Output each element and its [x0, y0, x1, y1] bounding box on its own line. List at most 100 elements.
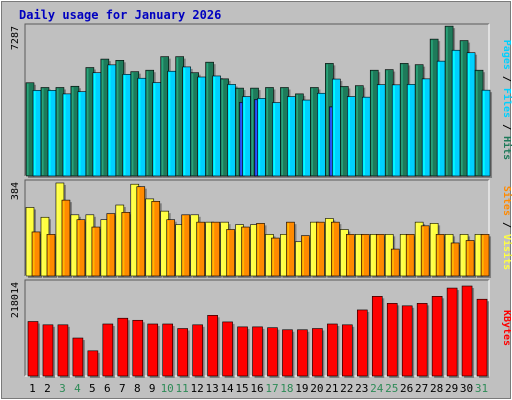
- sites-bar-highlight: [347, 235, 349, 275]
- files-bar-highlight: [348, 97, 350, 175]
- sites-bar: [31, 231, 41, 277]
- x-tick-label: 30: [460, 382, 473, 395]
- files-bar-highlight: [438, 62, 440, 175]
- files-bar-highlight: [213, 76, 216, 175]
- x-tick-label: 31: [475, 382, 488, 395]
- kbytes-bar-highlight: [253, 327, 256, 375]
- sites-bar-highlight: [62, 201, 65, 275]
- kbytes-bar: [476, 298, 488, 377]
- files-bar-highlight: [483, 91, 485, 175]
- x-tick-label: 13: [205, 382, 218, 395]
- sites-bar-highlight: [257, 224, 260, 275]
- x-tick-label: 11: [176, 382, 189, 395]
- hits-bar-highlight: [266, 88, 269, 175]
- visits-bar-highlight: [386, 235, 388, 275]
- sites-bar: [106, 213, 116, 277]
- visits-bar-highlight: [86, 215, 89, 275]
- sites-bar-highlight: [212, 223, 215, 275]
- files-bar-highlight: [423, 79, 425, 175]
- files-bar-highlight: [48, 91, 51, 175]
- legend-sites-visits: Sites / Visits: [501, 186, 512, 270]
- visits-bar-highlight: [461, 235, 463, 275]
- sites-bar: [226, 229, 235, 277]
- legend-sites: Sites: [501, 186, 512, 216]
- visits-bar-highlight: [446, 235, 448, 275]
- x-tick-label: 2: [44, 382, 51, 395]
- files-bar-highlight: [108, 65, 111, 175]
- kbytes-bar: [252, 326, 263, 377]
- x-tick-label: 15: [235, 382, 248, 395]
- sites-bar-highlight: [242, 228, 245, 275]
- sites-bar-highlight: [482, 235, 484, 275]
- sites-bar-highlight: [167, 220, 170, 275]
- x-tick-label: 24: [370, 382, 384, 395]
- sites-bar: [166, 219, 176, 277]
- legend-hits-files-pages: Pages / Files / Hits: [501, 40, 512, 160]
- visits-bar-highlight: [251, 225, 254, 275]
- kbytes-bar-highlight: [268, 328, 271, 375]
- pages-bar-highlight: [240, 103, 243, 175]
- kbytes-bar: [72, 337, 84, 377]
- files-bar-highlight: [243, 97, 246, 175]
- sites-bar-highlight: [152, 202, 155, 275]
- legend-kbytes: KBytes: [501, 310, 512, 346]
- visits-bar-highlight: [401, 235, 403, 275]
- sites-bar-highlight: [47, 235, 50, 275]
- kbytes-bar: [431, 296, 443, 377]
- x-tick-label: 7: [119, 382, 126, 395]
- sites-bar: [301, 235, 310, 277]
- files-bar-highlight: [63, 94, 66, 175]
- legend-kbytes: KBytes: [501, 310, 512, 346]
- hits-bar-highlight: [251, 89, 254, 175]
- files-bar-highlight: [288, 97, 291, 175]
- x-tick-label: 16: [250, 382, 263, 395]
- visits-bar-highlight: [341, 230, 343, 275]
- sites-bar-highlight: [33, 232, 35, 275]
- sites-bar-highlight: [227, 230, 230, 275]
- files-bar-highlight: [303, 101, 306, 175]
- visits-bar-highlight: [476, 235, 478, 275]
- visits-bar-highlight: [356, 235, 358, 275]
- panel-sites-frame-dark: [24, 179, 489, 276]
- kbytes-bar: [327, 323, 338, 377]
- hits-bar-highlight: [311, 88, 313, 175]
- kbytes-bar-highlight: [433, 297, 435, 375]
- x-tick-label: 22: [340, 382, 353, 395]
- sites-bar-highlight: [272, 239, 275, 275]
- hits-bar-highlight: [281, 88, 284, 175]
- sites-bar: [435, 234, 445, 277]
- sites-bar: [286, 221, 295, 277]
- kbytes-bar-highlight: [208, 316, 211, 375]
- hits-bar-highlight: [116, 61, 119, 176]
- kbytes-bar: [342, 324, 353, 377]
- x-tick-label: 14: [220, 382, 234, 395]
- files-bar-highlight: [318, 94, 320, 175]
- sites-bar: [76, 219, 86, 277]
- kbytes-bar: [132, 319, 144, 377]
- kbytes-bar-highlight: [403, 306, 405, 375]
- kbytes-bar-highlight: [163, 324, 166, 375]
- kbytes-bar: [27, 321, 39, 377]
- kbytes-bar: [177, 328, 188, 377]
- sites-bar-highlight: [362, 235, 364, 275]
- kbytes-bar: [371, 296, 383, 377]
- kbytes-bar-highlight: [148, 324, 151, 375]
- kbytes-bar-highlight: [343, 325, 345, 375]
- sites-bar-highlight: [182, 215, 185, 275]
- sites-bar: [256, 223, 265, 277]
- sites-bar-highlight: [137, 187, 140, 275]
- kbytes-bar: [461, 285, 473, 377]
- sites-bar-highlight: [302, 236, 305, 275]
- x-tick-label: 10: [161, 382, 174, 395]
- hits-bar-highlight: [461, 41, 463, 175]
- hits-bar-highlight: [446, 27, 448, 176]
- hits-bar-highlight: [431, 40, 433, 175]
- kbytes-bar-highlight: [283, 330, 286, 375]
- files-bar-highlight: [123, 75, 126, 175]
- visits-bar-highlight: [131, 185, 134, 275]
- kbytes-bar-highlight: [88, 351, 91, 375]
- hits-bar-highlight: [146, 71, 149, 175]
- x-tick-label: 9: [149, 382, 156, 395]
- files-bar: [481, 89, 491, 177]
- hits-bar-highlight: [101, 60, 104, 176]
